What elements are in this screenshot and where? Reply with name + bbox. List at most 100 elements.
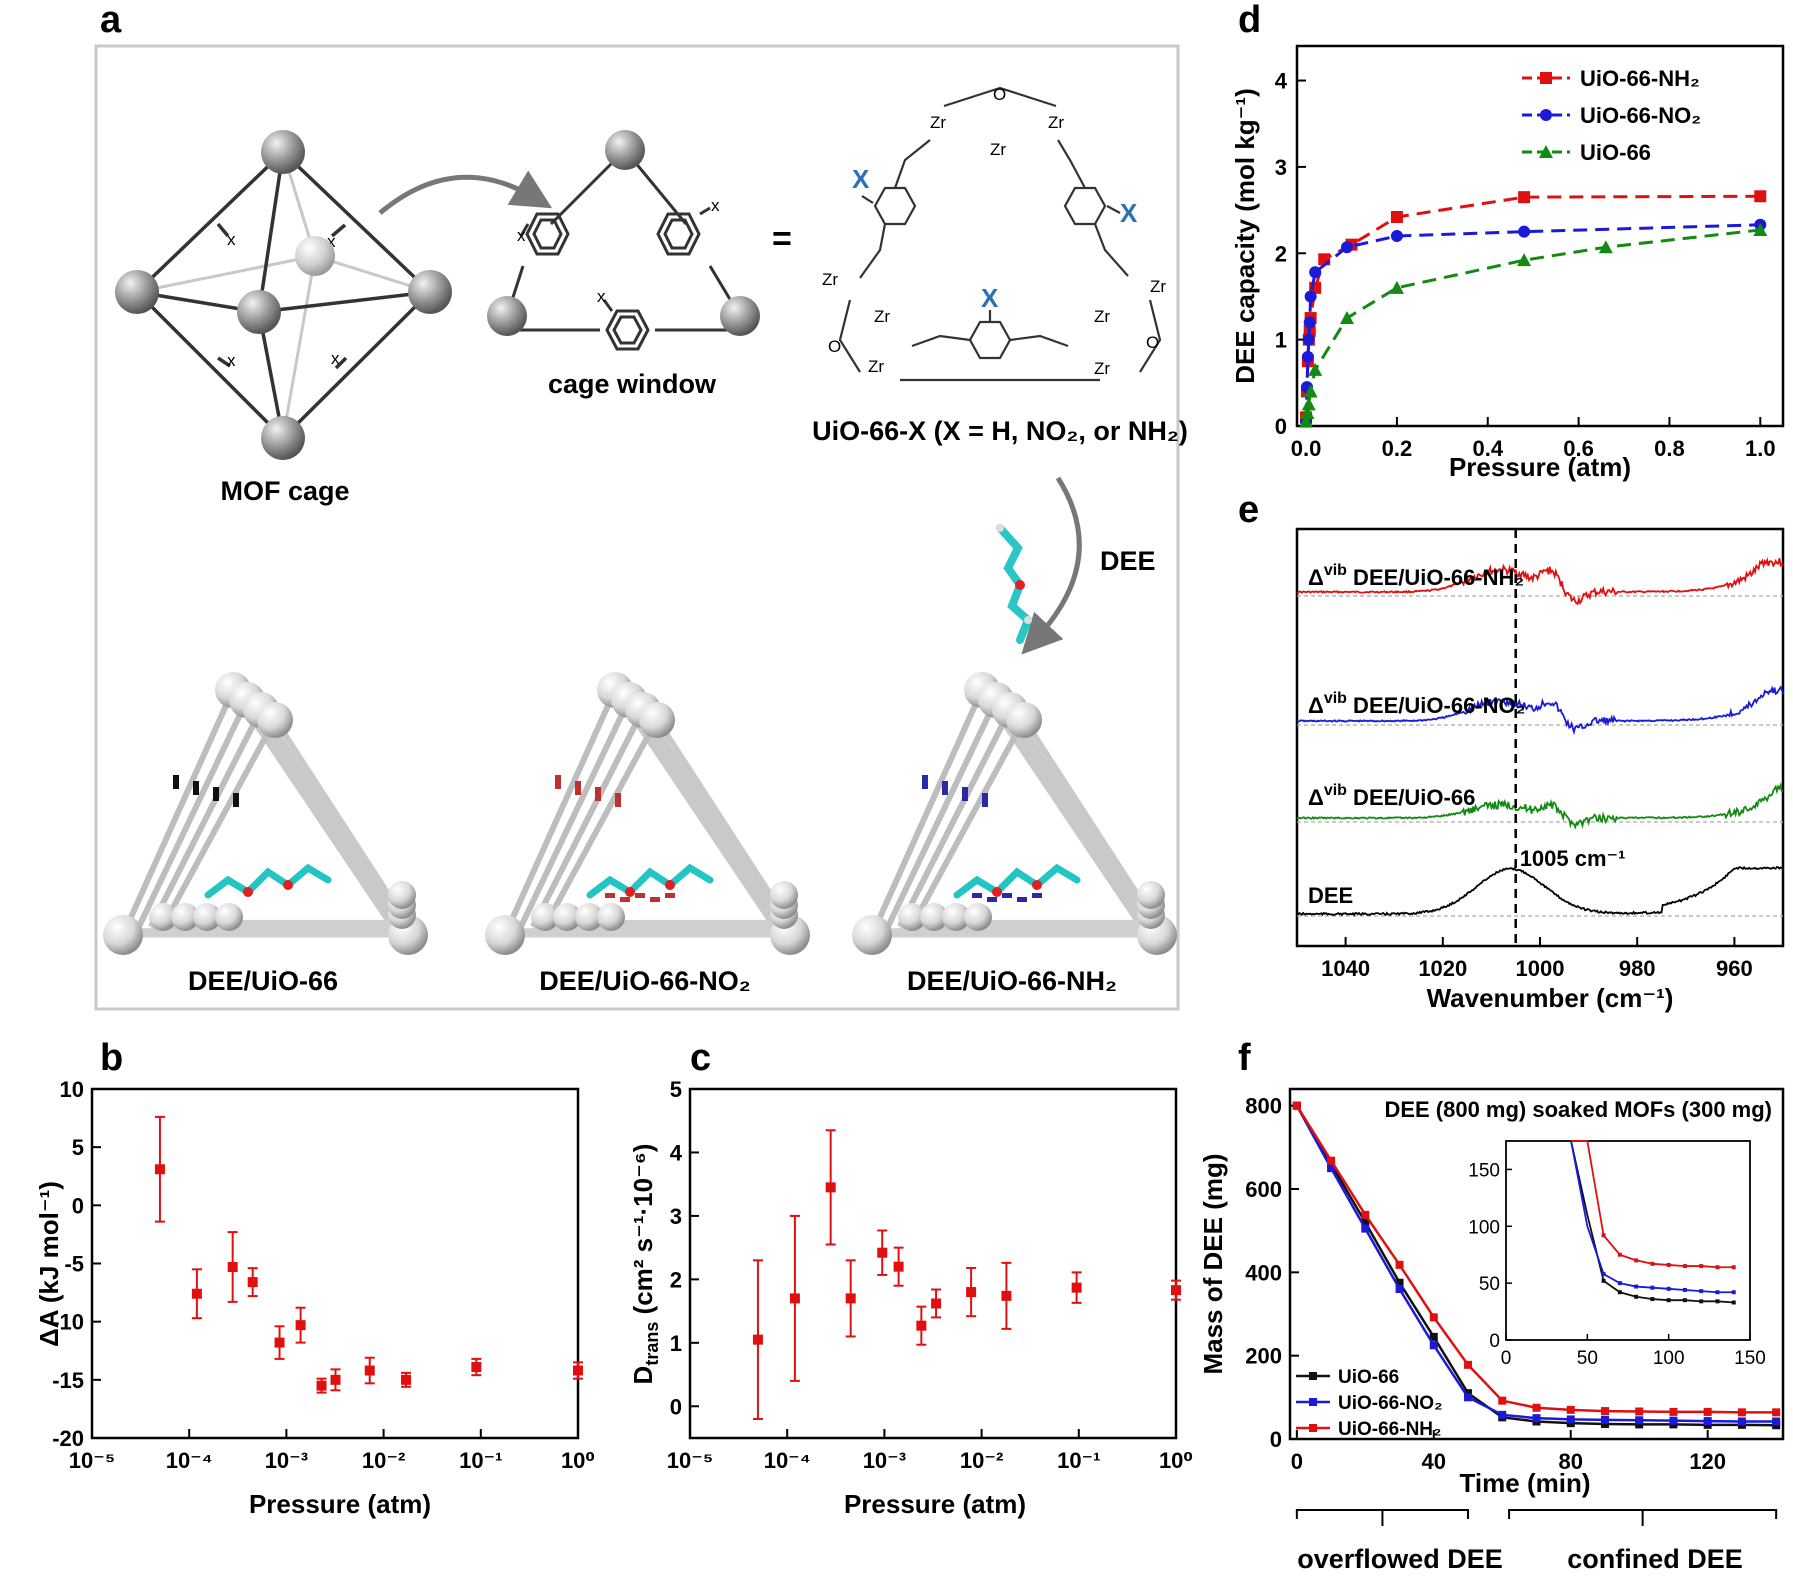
x-tick-label: 0.6 (1563, 436, 1594, 461)
legend-marker (1309, 1372, 1317, 1380)
peak-annotation: 1005 cm⁻¹ (1520, 846, 1626, 871)
substituent-group (173, 775, 179, 789)
inset-data-point (1715, 1299, 1720, 1304)
framework-strut (979, 688, 1150, 937)
data-point (1737, 1408, 1746, 1417)
data-point (330, 1374, 341, 1385)
data-point (1300, 406, 1315, 420)
inset-data-point (1634, 1294, 1639, 1299)
y-tick-label: 3 (670, 1204, 682, 1229)
dee-molecule-in-cage (204, 863, 332, 899)
data-point (789, 1293, 800, 1304)
data-point (1303, 316, 1316, 329)
y-tick-label: -15 (52, 1368, 84, 1393)
framework-strut (502, 688, 618, 937)
x-label: x (711, 196, 720, 215)
zr-node (964, 903, 992, 931)
data-point (1600, 1415, 1609, 1424)
zr-node (852, 915, 892, 955)
legend-label: UiO-66 (1338, 1367, 1399, 1388)
inset-data-point (1666, 1298, 1671, 1303)
data-point (1754, 190, 1767, 203)
x-tick-label: 10⁻⁵ (667, 1448, 713, 1473)
series-line (1304, 228, 1761, 422)
data-point (1464, 1360, 1473, 1369)
data-point (316, 1380, 327, 1391)
data-point (191, 1288, 202, 1299)
data-point (1299, 414, 1314, 428)
inset-x-tick-label: 100 (1653, 1348, 1685, 1369)
x-tick-label: 120 (1689, 1449, 1726, 1474)
data-point (1598, 240, 1613, 254)
data-point (1395, 1260, 1404, 1269)
x-tick-label: 0 (1291, 1449, 1303, 1474)
spectrum-line (1296, 685, 1784, 736)
x-tick-label: 0.8 (1654, 436, 1685, 461)
substituent-group (942, 781, 948, 795)
x-tick-label: 10⁻² (960, 1448, 1003, 1473)
inset-data-point (1715, 1290, 1720, 1295)
legend-marker (1540, 72, 1552, 84)
data-point (1327, 1156, 1336, 1165)
data-point (1566, 1405, 1575, 1414)
x-tick-label: 1040 (1321, 956, 1370, 981)
y-tick-label: 5 (72, 1135, 84, 1160)
zr-node (920, 903, 948, 931)
data-point (1703, 1407, 1712, 1416)
framework-strut (162, 717, 278, 924)
inset-data-point (1601, 1278, 1606, 1283)
y-tick-label: 2 (1275, 241, 1287, 266)
caption-dee-uio-66-no2: DEE/UiO-66-NO₂ (539, 966, 751, 996)
y-tick-label: 4 (670, 1140, 683, 1165)
mof-cage-octahedron: x x x x MOF cage (115, 130, 452, 506)
data-point (1301, 397, 1316, 411)
x-tick-label: 10⁻¹ (459, 1448, 502, 1473)
data-point (1339, 311, 1354, 325)
data-point (400, 1374, 411, 1385)
panel-a: a x (94, 0, 1188, 1011)
inset-frame (1505, 1140, 1751, 1341)
y-axis-label-f: Mass of DEE (mg) (1198, 1153, 1228, 1374)
inset-x-tick-label: 150 (1734, 1348, 1766, 1369)
legend-label: UiO-66-NH₂ (1338, 1419, 1441, 1440)
zr-atom: Zr (822, 270, 838, 289)
zr-atom: Zr (868, 357, 884, 376)
region-label-overflowed: overflowed DEE (1297, 1544, 1503, 1574)
x-tick-label: 1000 (1516, 956, 1565, 981)
data-point (1635, 1416, 1644, 1425)
inset-x-tick-label: 50 (1577, 1348, 1598, 1369)
uio-formula-label: UiO-66-X (X = H, NO₂, or NH₂) (812, 416, 1188, 446)
panel-label-a: a (100, 0, 122, 41)
framework-strut (544, 717, 660, 924)
inset-y-tick-label: 150 (1468, 1160, 1500, 1181)
data-point (471, 1362, 482, 1373)
legend-marker (1309, 1398, 1317, 1406)
framework-strut (869, 688, 985, 937)
inset-data-point (1699, 1299, 1704, 1304)
spectrum-line (1297, 557, 1784, 606)
inset-data-point (1601, 1233, 1606, 1238)
substituent-group (982, 793, 988, 807)
inset-data-point (1731, 1300, 1736, 1305)
oxygen-atom (243, 887, 253, 897)
inset-data-point (1682, 1264, 1687, 1269)
inset-data-point (1666, 1262, 1671, 1267)
legend-label: UiO-66-NH₂ (1580, 66, 1700, 91)
zr-node (193, 903, 221, 931)
inset-data-point (1731, 1265, 1736, 1270)
substituent-group (962, 787, 968, 801)
framework-strut (993, 698, 1153, 933)
zr-node (597, 903, 625, 931)
panel-label-e: e (1238, 489, 1259, 531)
x-substituent: X (981, 283, 999, 313)
x-tick-label: 1020 (1418, 956, 1467, 981)
framework-strut (897, 708, 1013, 928)
substituent-group (972, 893, 982, 898)
y-axis-label-d: DEE capacity (mol kg⁻¹) (1230, 88, 1260, 383)
framework-strut (911, 717, 1027, 924)
data-point (1361, 1210, 1370, 1219)
x-label: x (517, 226, 526, 245)
inset-data-point (1699, 1289, 1704, 1294)
series-label: DEE (1308, 883, 1353, 908)
panel-b: b ΔA (kJ mol⁻¹) Pressure (atm) 10 5 0 -5 -10… (34, 1037, 595, 1519)
